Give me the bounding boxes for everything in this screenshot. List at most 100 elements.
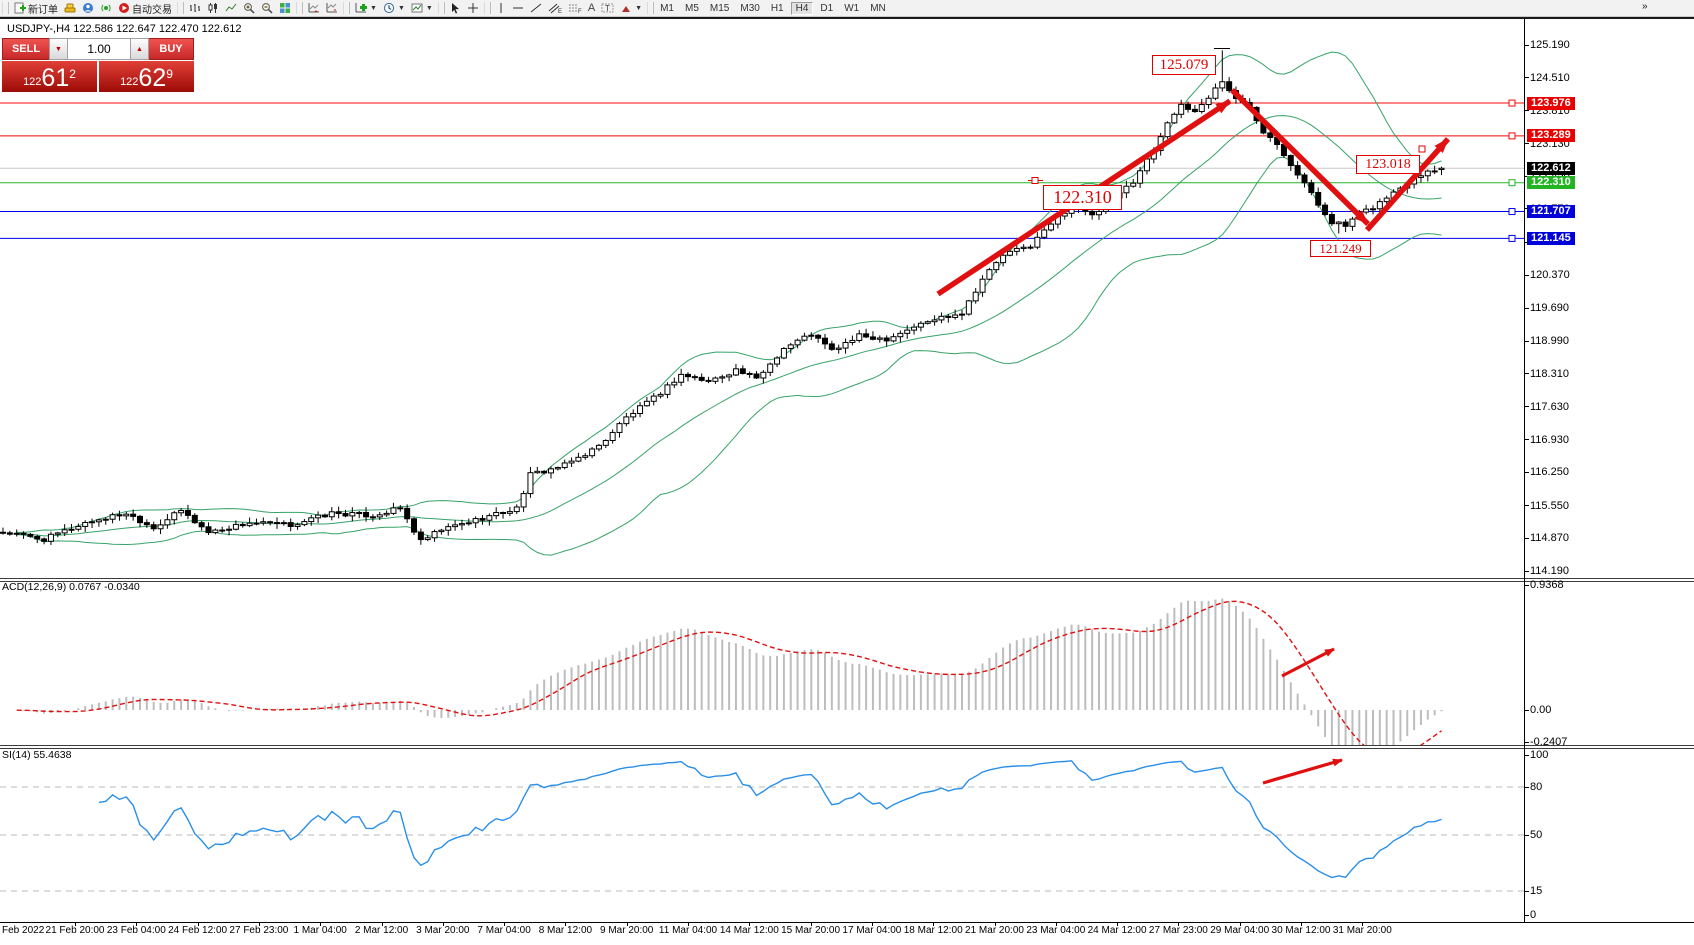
shift-chart-button[interactable] [323,1,341,15]
axis-tickmark [1525,77,1529,78]
toolbar-overflow-chevron[interactable]: » [1642,1,1648,12]
axis-tickmark [1525,571,1529,572]
price-tick: -0.2407 [1530,736,1568,748]
trendline-button[interactable] [527,1,545,15]
tab-timeframe-m5[interactable]: M5 [685,2,699,14]
time-tickmark [197,922,199,926]
vertical-line-button[interactable] [493,1,509,15]
time-label: 21 Feb 20:00 [45,925,105,936]
zoom-out-button[interactable] [258,1,276,15]
price-axis-line [1524,19,1525,922]
macd-label: ACD(12,26,9) 0.0767 -0.0340 [2,581,140,593]
tab-timeframe-mn[interactable]: MN [870,2,886,14]
tab-timeframe-h1[interactable]: H1 [770,2,784,14]
dropdown-caret: ▼ [635,4,643,12]
toolbar-grip [296,2,303,14]
tab-timeframe-d1[interactable]: D1 [820,2,834,14]
crosshair-button[interactable] [464,1,482,15]
volume-down-stepper[interactable]: ▼ [49,38,68,60]
axis-tickmark [1525,505,1529,506]
indicators-button[interactable]: ▼ [352,1,380,15]
time-label: 8 Mar 12:00 [538,925,593,936]
tab-timeframe-m1[interactable]: M1 [660,2,674,14]
main-toolbar: 新订单 自动交易 ▼ ▼ [0,0,1694,17]
chart-window[interactable]: USDJPY-,H4 122.586 122.647 122.470 122.6… [0,17,1694,945]
text-button[interactable]: A [587,2,596,14]
label-icon: T [601,3,614,13]
bid-prefix: 122 [23,76,42,88]
hline-icon [512,7,523,9]
axis-tickmark [1525,787,1529,788]
ask-price[interactable]: 122 62 9 [99,61,194,92]
toolbar-grip [647,2,655,14]
volume-input[interactable] [68,38,130,60]
price-tag-123.289: 123.289 [1527,129,1575,143]
barchart-button[interactable] [186,1,204,15]
zoom-in-button[interactable] [240,1,258,15]
tab-timeframe-m30[interactable]: M30 [740,2,760,14]
axis-tickmark [1525,45,1529,46]
annotation-low: 121.249 [1310,240,1371,257]
sell-button[interactable]: SELL [2,38,49,60]
price-tick: 0.00 [1530,704,1552,716]
price-tick: 0 [1530,909,1537,921]
time-tickmark [75,922,76,926]
community-button[interactable] [79,1,97,15]
candlestick-button[interactable] [204,1,222,15]
channel-icon: E [548,3,562,14]
crosshair-icon [467,3,478,13]
pane-separator[interactable] [0,745,1694,749]
time-label: 27 Feb 23:00 [229,925,289,936]
price-tick: 124.510 [1530,71,1570,84]
time-label: 30 Mar 12:00 [1271,925,1331,936]
arrow-macd-up [1281,647,1335,678]
ask-sup: 9 [166,67,173,81]
axis-tickmark [1525,143,1529,144]
price-tick: 0.9368 [1530,579,1564,592]
fibonacci-button[interactable]: F [565,1,585,15]
axis-tickmark [1525,538,1529,539]
cursor-button[interactable] [447,1,464,15]
tile-windows-button[interactable] [276,1,294,15]
axis-tickmark [1525,915,1529,916]
arrows-button[interactable]: ▼ [617,1,645,15]
channel-button[interactable]: E [545,1,565,15]
buy-button[interactable]: BUY [149,38,194,60]
indicators-plus-icon [355,3,367,13]
pane-separator[interactable] [0,578,1694,582]
time-label: 29 Mar 04:00 [1210,925,1270,936]
ask-prefix: 122 [120,76,139,88]
time-tickmark [1055,922,1057,926]
volume-up-stepper[interactable]: ▲ [130,38,149,60]
annotation-support: 122.310 [1043,185,1122,210]
label-button[interactable]: T [598,1,617,15]
price-tag-122.310: 122.310 [1527,176,1575,190]
dropdown-caret: ▼ [425,4,433,12]
bid-price[interactable]: 122 61 2 [2,61,97,92]
time-label: Feb 2022 [2,925,45,936]
new-order-button[interactable]: 新订单 [11,1,61,16]
toolbar-grip [483,2,491,14]
horizontal-line-button[interactable] [509,1,527,15]
tab-timeframe-h4[interactable]: H4 [790,1,814,15]
gold-quotes-button[interactable] [61,1,79,15]
signals-button[interactable] [97,1,115,15]
time-tickmark [1362,922,1364,926]
autoscroll-button[interactable] [305,1,323,15]
templates-button[interactable]: ▼ [408,1,436,15]
autotrading-button[interactable]: 自动交易 [115,1,175,16]
periods-clock-icon [383,2,395,14]
svg-text:E: E [558,9,562,14]
time-label: 31 Mar 20:00 [1332,925,1392,936]
linechart-button[interactable] [222,1,240,15]
time-label: 23 Mar 04:00 [1026,925,1086,936]
arrows-icon [622,6,631,12]
axis-tickmark [1525,742,1529,743]
time-label: 27 Mar 23:00 [1148,925,1208,936]
toolbar-grip [437,2,445,14]
zoom-in-icon [244,3,255,14]
periods-button[interactable]: ▼ [380,1,408,15]
tab-timeframe-w1[interactable]: W1 [844,2,860,14]
tab-timeframe-m15[interactable]: M15 [709,2,730,14]
